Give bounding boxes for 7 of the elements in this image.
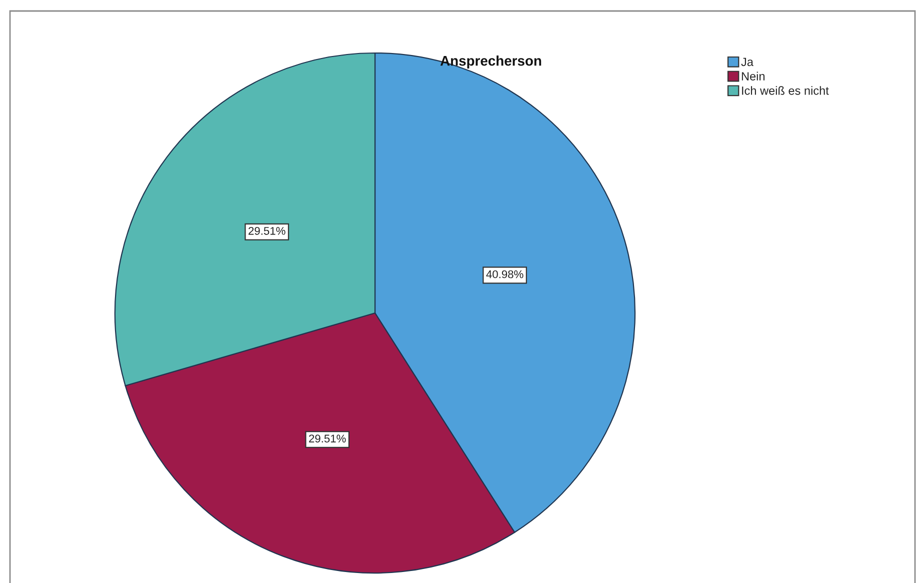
chart-title: Ansprecherson [440,56,542,68]
legend-label: Ja [741,58,754,66]
legend-label: Nein [742,72,764,80]
data-label: 29.51% [309,434,346,442]
data-label: 29.51% [248,226,286,235]
data-label: 40.98% [486,270,524,278]
legend-label: Ich weiß es nicht [742,86,829,95]
